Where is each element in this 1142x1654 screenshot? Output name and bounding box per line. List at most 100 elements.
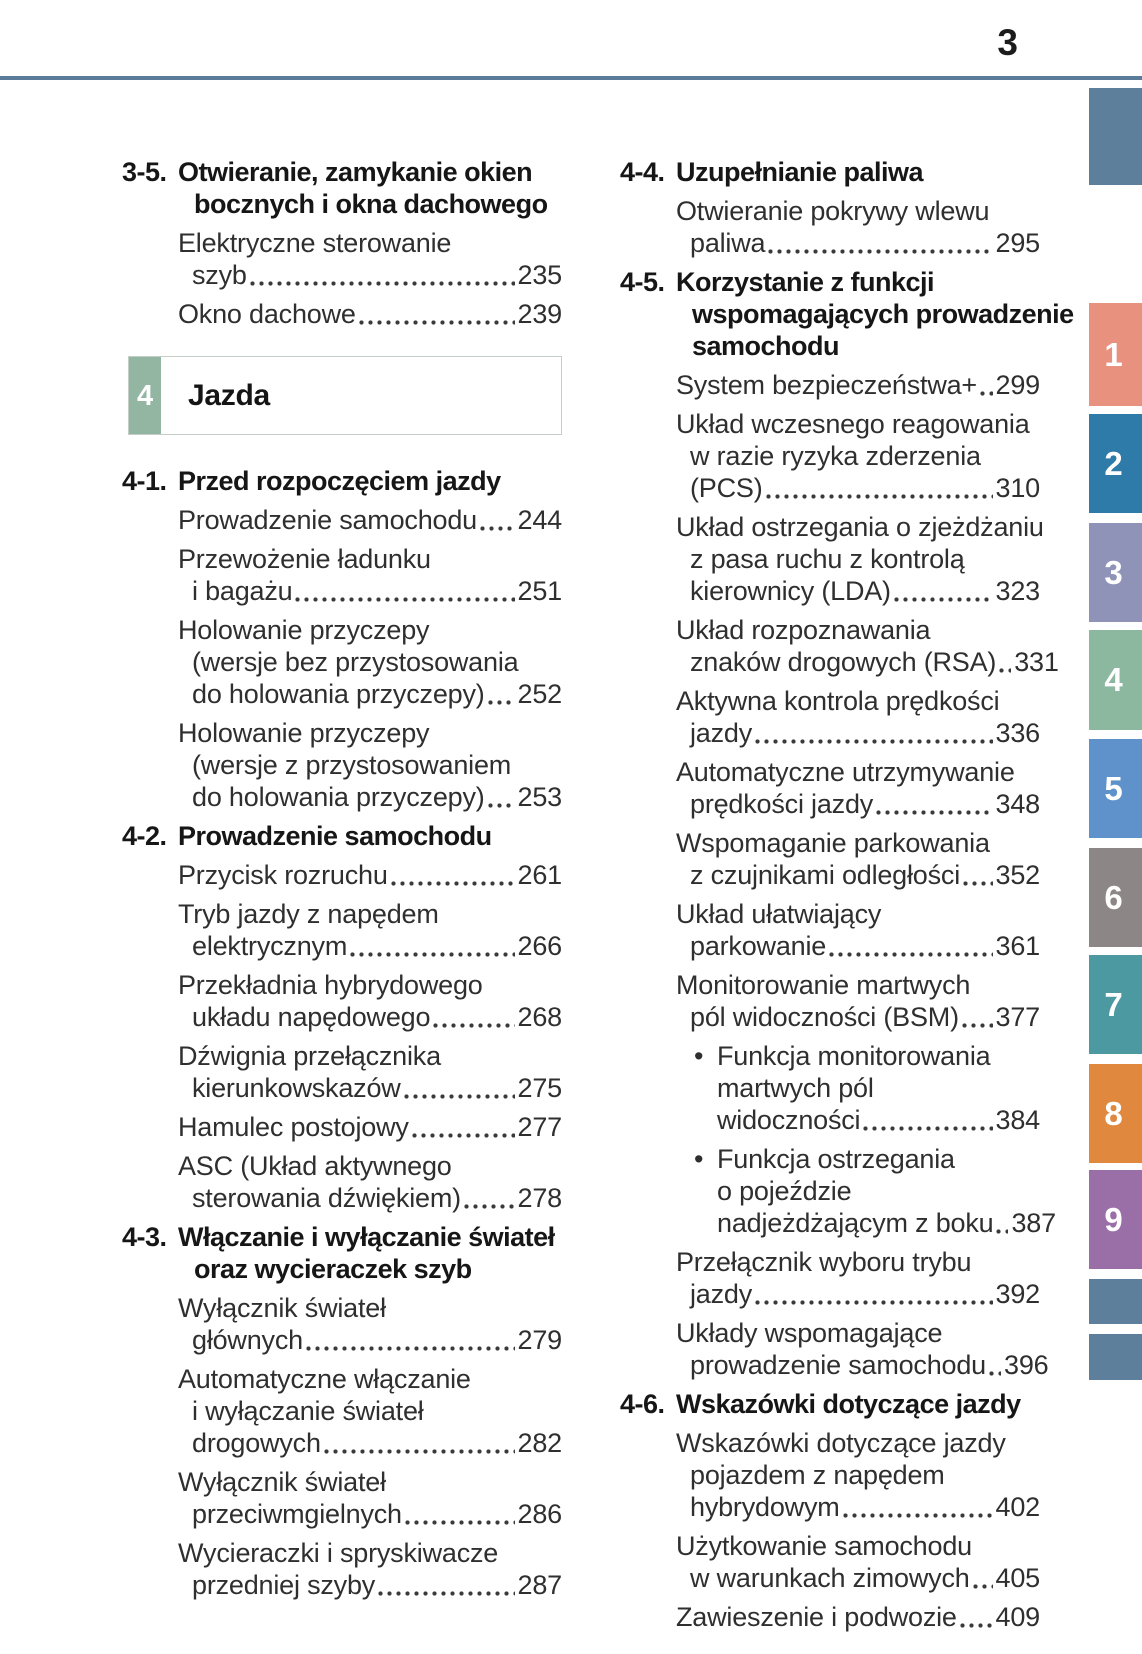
section-title-line: wspomagających prowadzenie [692, 299, 1074, 329]
toc-entry-line: pól widoczności (BSM) 377 [690, 1001, 1040, 1033]
toc-entry-text: znaków drogowych (RSA) [690, 647, 997, 677]
page-ref: 287 [517, 1570, 563, 1600]
toc-entry: Tryb jazdy z napędem elektrycznym 266 [122, 898, 562, 962]
toc-entry: ASC (Układ aktywnego sterowania dźwiękiem… [122, 1150, 562, 1214]
toc-entry-line: Użytkowanie samochodu [676, 1531, 972, 1561]
toc-entry-line: ASC (Układ aktywnego [178, 1151, 452, 1181]
dotted-leader [768, 249, 993, 254]
dotted-leader [963, 881, 993, 886]
section-title-line: samochodu [692, 331, 840, 361]
toc-entry-line: i wyłączanie świateł [192, 1396, 424, 1426]
toc-entry-line: Układ rozpoznawania [676, 615, 931, 645]
section-title-line: Uzupełnianie paliwa [676, 157, 924, 187]
toc-entry-line: widoczności 384 [717, 1104, 1040, 1136]
dotted-leader [479, 526, 515, 531]
chapter-number-badge: 4 [129, 357, 161, 434]
dotted-leader [305, 1346, 515, 1351]
toc-entry-line: (PCS) 310 [690, 472, 1040, 504]
toc-entry-text: z czujnikami odległości [690, 860, 961, 890]
toc-entry-text: widoczności [717, 1105, 861, 1135]
page-ref: 405 [995, 1563, 1041, 1593]
toc-entry-line: znaków drogowych (RSA) 331 [690, 646, 1059, 678]
section-number: 4-2. [122, 821, 167, 851]
toc-entry-line: z czujnikami odległości 352 [690, 859, 1040, 891]
toc-entry-text: drogowych [192, 1428, 321, 1458]
page-ref: 252 [517, 679, 563, 709]
toc-entry: Przełącznik wyboru trybu jazdy 392 [620, 1246, 1040, 1310]
toc-entry-line: pojazdem z napędem [690, 1460, 945, 1490]
section-number: 4-6. [620, 1389, 665, 1419]
chapter-tab-blank [1089, 88, 1142, 185]
dotted-leader [876, 810, 993, 815]
toc-entry-line: Układ ułatwiający [676, 899, 882, 929]
toc-entry: Przycisk rozruchu 261 [122, 859, 562, 891]
toc-entry-line: kierunkowskazów 275 [192, 1072, 562, 1104]
toc-entry-line: przeciwmgielnych 286 [192, 1498, 562, 1530]
toc-entry-line: parkowanie 361 [690, 930, 1040, 962]
toc-section-heading: 3-5. Otwieranie, zamykanie okien bocznych … [122, 156, 562, 220]
toc-entry-line: (wersje z przystosowaniem [192, 750, 512, 780]
page-ref: 251 [517, 576, 563, 606]
toc-entry-line: Automatyczne włączanie [178, 1364, 471, 1394]
toc-entry-line: Wskazówki dotyczące jazdy [676, 1428, 1006, 1458]
toc-entry: Zawieszenie i podwozie 409 [620, 1601, 1040, 1633]
toc-entry-line: Funkcja monitorowania [717, 1041, 991, 1071]
page-ref: 377 [995, 1002, 1041, 1032]
toc-entry-text: jazdy [690, 718, 753, 748]
dotted-leader [358, 320, 515, 325]
page-ref: 282 [517, 1428, 563, 1458]
toc-entry: Układ rozpoznawania znaków drogowych (RSA… [620, 614, 1059, 678]
section-title: Przed rozpoczęciem jazdy [178, 465, 562, 497]
page-ref: 331 [1014, 647, 1059, 677]
section-title: Korzystanie z funkcji wspomagających prow… [676, 266, 1074, 362]
toc-section-heading: 4-2. Prowadzenie samochodu [122, 820, 562, 852]
page-ref: 277 [517, 1112, 563, 1142]
toc-entry-line: z pasa ruchu z kontrolą [690, 544, 965, 574]
dotted-leader [842, 1513, 993, 1518]
toc-entry-line: prędkości jazdy 348 [690, 788, 1040, 820]
toc-entry: Automatyczne włączanie i wyłączanie świat… [122, 1363, 562, 1459]
page-ref: 244 [517, 505, 563, 535]
page-ref: 336 [995, 718, 1041, 748]
dotted-leader [463, 1204, 515, 1209]
page-ref: 239 [517, 299, 563, 329]
toc-entry: System bezpieczeństwa+ 299 [620, 369, 1040, 401]
toc-entry-line: Aktywna kontrola prędkości [676, 686, 1000, 716]
page-ref: 299 [995, 370, 1041, 400]
toc-entry-line: nadjeżdżającym z boku 387 [717, 1207, 1056, 1239]
toc-entry: Prowadzenie samochodu 244 [122, 504, 562, 536]
page-ref: 266 [517, 931, 563, 961]
page-ref: 396 [1004, 1350, 1049, 1380]
page-ref: 402 [995, 1492, 1041, 1522]
toc-entry-line: paliwa 295 [690, 227, 1040, 259]
toc-entry: Wyłącznik świateł głównych 279 [122, 1292, 562, 1356]
dotted-leader [249, 281, 515, 286]
dotted-leader [433, 1023, 515, 1028]
page-ref: 387 [1011, 1208, 1056, 1238]
toc-entry-line: Wspomaganie parkowania [676, 828, 990, 858]
toc-entry: Monitorowanie martwych pól widoczności (B… [620, 969, 1040, 1033]
page-ref: 348 [995, 789, 1041, 819]
toc-entry-line: elektrycznym 266 [192, 930, 562, 962]
toc-entry-line: hybrydowym 402 [690, 1491, 1040, 1523]
dotted-leader [350, 952, 515, 957]
toc-entry-line: Prowadzenie samochodu 244 [178, 504, 562, 536]
dotted-leader [487, 700, 515, 705]
toc-entry-line: i bagażu 251 [192, 575, 562, 607]
toc-entry-line: w razie ryzyka zderzenia [690, 441, 981, 471]
toc-entry-line: Przełącznik wyboru trybu [676, 1247, 972, 1277]
toc-entry: Wycieraczki i spryskiwacze przedniej szyb… [122, 1537, 562, 1601]
toc-entry-line: Wyłącznik świateł [178, 1293, 386, 1323]
toc-entry-line: Monitorowanie martwych [676, 970, 971, 1000]
toc-entry: Otwieranie pokrywy wlewu paliwa 295 [620, 195, 1040, 259]
chapter-tab-1: 1 [1089, 303, 1142, 406]
page-ref: 268 [517, 1002, 563, 1032]
toc-entry: Układ wczesnego reagowania w razie ryzyka… [620, 408, 1040, 504]
toc-entry-text: Zawieszenie i podwozie [676, 1602, 957, 1632]
chapter-tab-7: 7 [1089, 955, 1142, 1054]
toc-entry-text: prędkości jazdy [690, 789, 874, 819]
toc-entry-line: System bezpieczeństwa+ 299 [676, 369, 1040, 401]
section-title-line: bocznych i okna dachowego [194, 189, 548, 219]
page-ref: 279 [517, 1325, 563, 1355]
toc-entry-text: i bagażu [192, 576, 293, 606]
